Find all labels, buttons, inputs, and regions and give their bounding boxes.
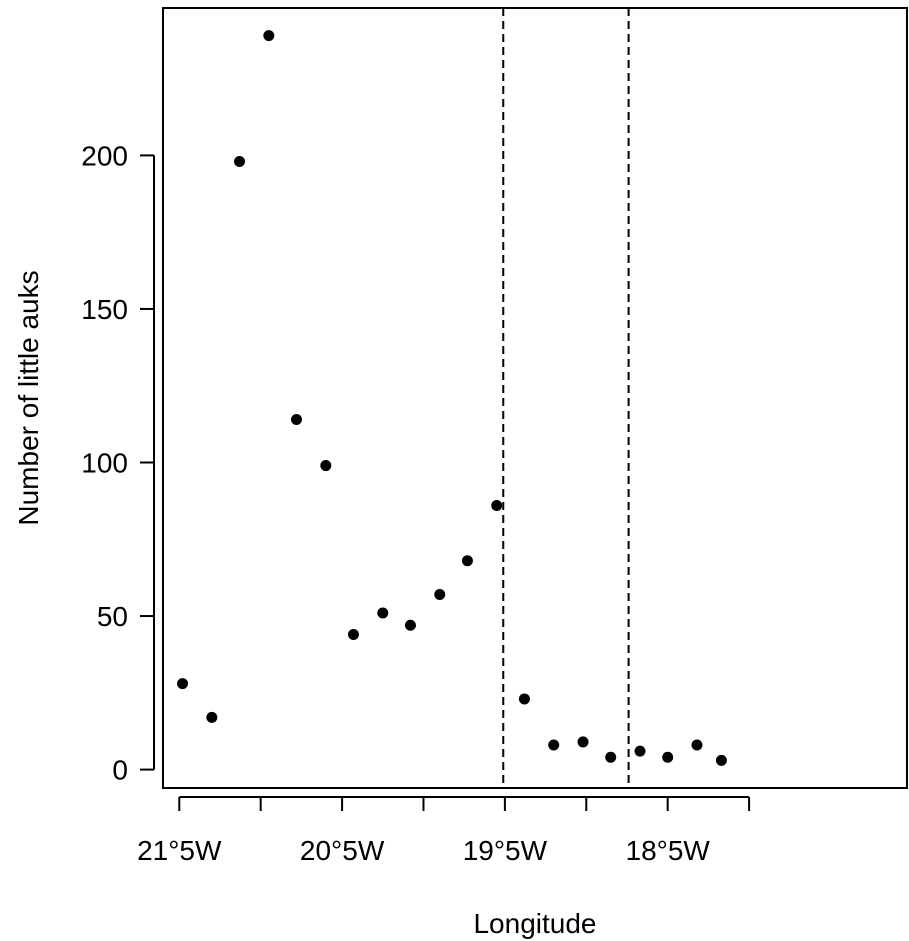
data-point (577, 736, 589, 748)
data-point (290, 413, 302, 425)
x-axis: 21°5W 20°5W 19°5W 18°5W (137, 796, 751, 866)
x-tick-label: 21°5W (137, 835, 222, 866)
data-point (434, 589, 446, 601)
data-point (206, 711, 218, 723)
x-tick-label: 19°5W (463, 835, 548, 866)
data-point (404, 619, 416, 631)
data-point (634, 745, 646, 757)
x-tick-label: 20°5W (300, 835, 385, 866)
data-point (320, 460, 332, 472)
data-point (347, 628, 359, 640)
data-point (548, 739, 560, 751)
data-point (518, 693, 530, 705)
plot-frame (162, 7, 908, 789)
y-tick-label: 100 (81, 447, 128, 478)
y-axis: 0 50 100 150 200 (81, 140, 155, 786)
data-point (234, 156, 246, 168)
data-point (715, 754, 727, 766)
data-point (461, 555, 473, 567)
y-tick-label: 150 (81, 294, 128, 325)
data-point (691, 739, 703, 751)
data-point (662, 751, 674, 763)
x-axis-label: Longitude (473, 908, 596, 939)
data-point (491, 499, 503, 511)
y-axis-label: Number of little auks (13, 270, 44, 525)
data-point (605, 751, 617, 763)
y-tick-label: 200 (81, 140, 128, 171)
data-points (177, 30, 727, 766)
reference-lines (502, 8, 630, 788)
data-point (377, 607, 389, 619)
y-tick-label: 50 (97, 601, 128, 632)
data-point (263, 30, 275, 42)
data-point (177, 678, 189, 690)
x-tick-label: 18°5W (626, 835, 711, 866)
y-tick-label: 0 (112, 755, 128, 786)
